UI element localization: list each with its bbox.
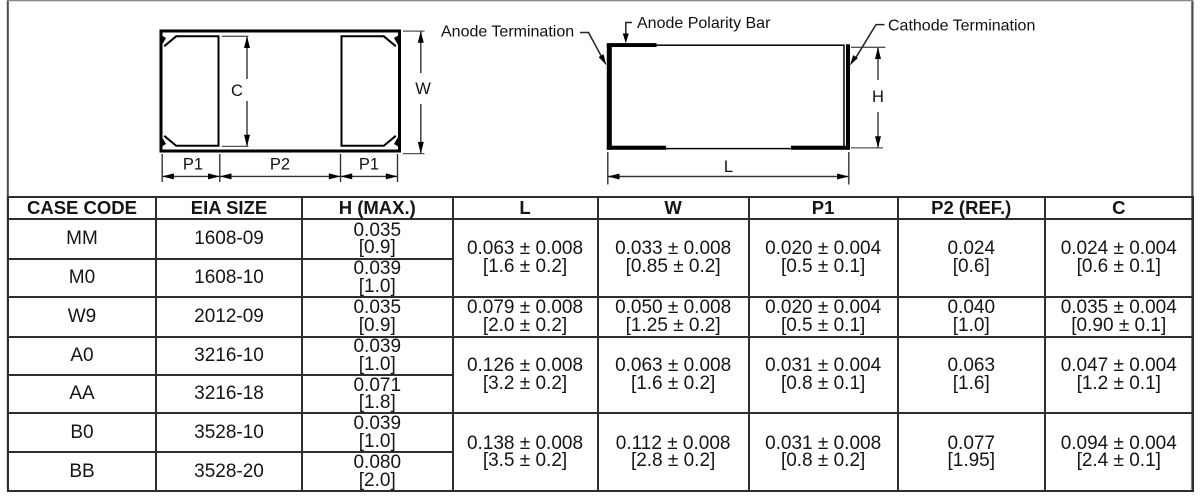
svg-text:Anode Termination: Anode Termination bbox=[441, 24, 574, 41]
svg-text:P1: P1 bbox=[183, 156, 203, 174]
svg-text:P2: P2 bbox=[270, 156, 290, 174]
svg-text:P1: P1 bbox=[359, 156, 379, 174]
svg-text:L: L bbox=[724, 158, 733, 176]
svg-text:H: H bbox=[872, 88, 884, 106]
svg-text:W: W bbox=[415, 80, 431, 98]
svg-text:Anode Polarity Bar: Anode Polarity Bar bbox=[637, 15, 771, 32]
svg-text:C: C bbox=[231, 82, 243, 100]
svg-text:Cathode Termination: Cathode Termination bbox=[888, 18, 1035, 35]
